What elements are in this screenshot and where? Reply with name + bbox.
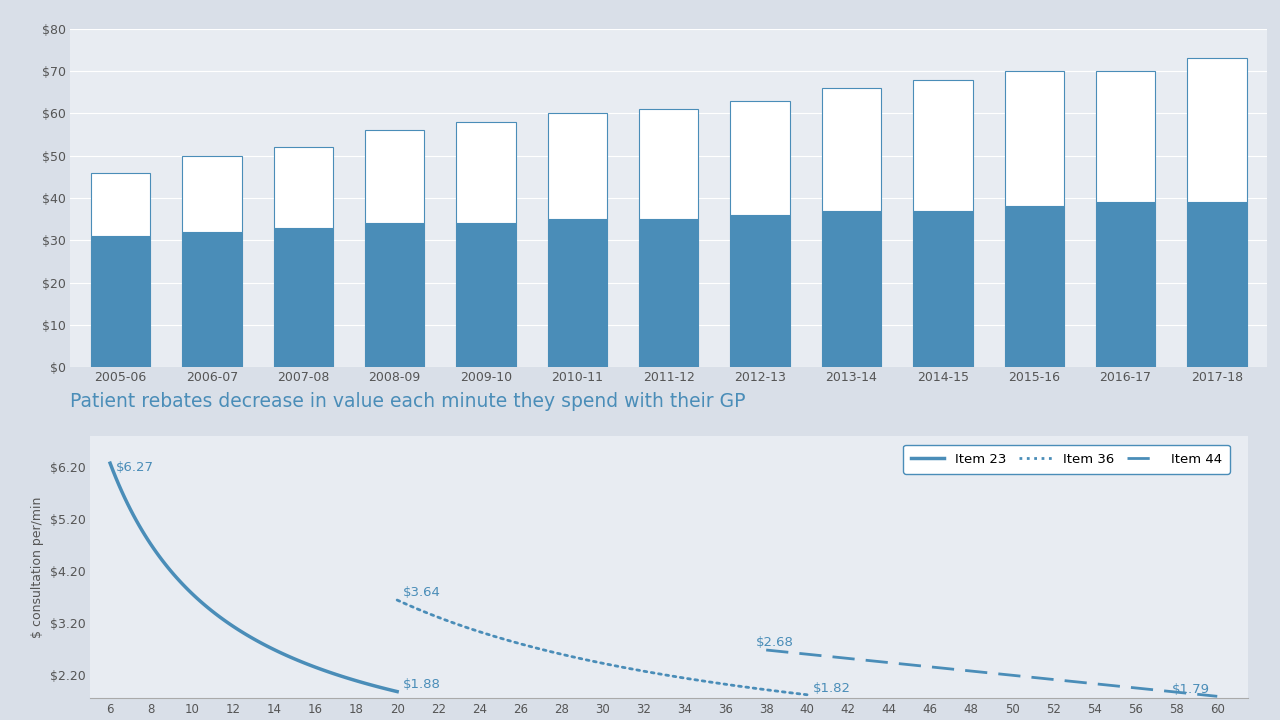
Bar: [457, 122, 516, 223]
Y-axis label: $ consultation per/min: $ consultation per/min: [31, 496, 44, 638]
Bar: [182, 156, 242, 232]
Bar: [1096, 202, 1156, 367]
Text: $1.79: $1.79: [1172, 683, 1210, 696]
Bar: [1005, 207, 1064, 367]
Bar: [822, 211, 881, 367]
Bar: [913, 79, 973, 211]
Text: $2.68: $2.68: [756, 636, 794, 649]
Bar: [731, 215, 790, 367]
Text: $6.27: $6.27: [116, 461, 155, 474]
Bar: [639, 219, 699, 367]
Bar: [274, 148, 333, 228]
Bar: [182, 232, 242, 367]
Bar: [548, 113, 607, 219]
Bar: [365, 223, 425, 367]
Text: $1.82: $1.82: [813, 682, 851, 695]
Bar: [639, 109, 699, 219]
Bar: [548, 219, 607, 367]
Bar: [1188, 58, 1247, 202]
Bar: [822, 88, 881, 211]
Bar: [1005, 71, 1064, 207]
Text: $3.64: $3.64: [403, 586, 442, 599]
Text: Patient rebates decrease in value each minute they spend with their GP: Patient rebates decrease in value each m…: [70, 392, 746, 411]
Bar: [91, 173, 150, 236]
Bar: [1096, 71, 1156, 202]
Bar: [457, 223, 516, 367]
Bar: [913, 211, 973, 367]
Legend: Item 23, Item 36, Item 44: Item 23, Item 36, Item 44: [904, 445, 1230, 474]
Bar: [731, 101, 790, 215]
Text: $1.88: $1.88: [403, 678, 442, 691]
Bar: [274, 228, 333, 367]
Bar: [91, 236, 150, 367]
Bar: [1188, 202, 1247, 367]
Bar: [365, 130, 425, 223]
